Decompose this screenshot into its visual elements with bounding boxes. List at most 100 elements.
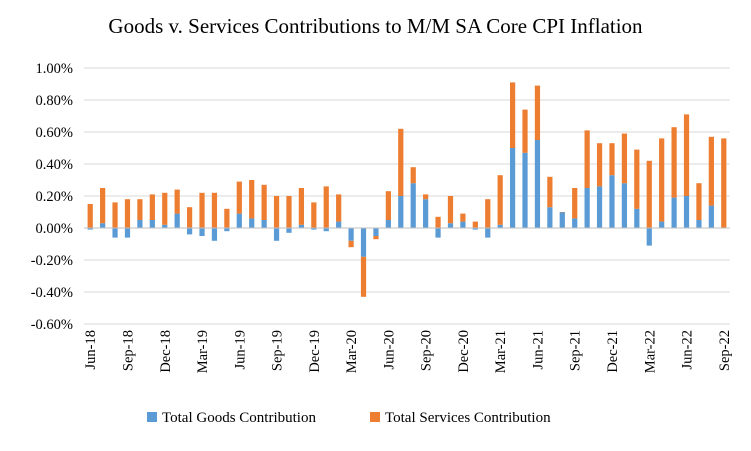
goods-bar	[609, 175, 615, 228]
services-bar	[360, 256, 367, 297]
services-bar	[509, 82, 516, 148]
goods-bar	[485, 228, 491, 238]
services-bar	[174, 189, 180, 214]
services-bar	[211, 192, 218, 228]
goods-bar	[435, 228, 441, 238]
goods-bar	[547, 207, 553, 228]
services-bar	[112, 202, 118, 228]
goods-bar	[410, 183, 416, 228]
y-tick-label: -0.60%	[31, 317, 73, 333]
services-bar	[460, 213, 466, 222]
x-tick-label: Sep-20	[419, 330, 435, 371]
goods-bar	[224, 228, 230, 232]
goods-bar	[522, 152, 528, 228]
services-bar	[547, 176, 553, 208]
goods-bar	[708, 205, 714, 228]
y-tick-label: -0.20%	[31, 253, 73, 269]
goods-bar	[373, 228, 379, 236]
goods-bar	[236, 213, 242, 228]
services-bar	[447, 196, 454, 224]
services-bar	[186, 207, 193, 228]
services-bar	[534, 85, 541, 140]
goods-bar	[174, 213, 180, 228]
goods-bar	[186, 228, 193, 235]
y-tick-label: 1.00%	[36, 61, 73, 77]
legend-goods-swatch	[147, 412, 157, 422]
services-bar	[472, 221, 478, 228]
x-tick-label: Sep-22	[717, 330, 733, 371]
goods-bar	[149, 220, 155, 228]
services-bar	[435, 216, 441, 228]
x-tick-label: Dec-18	[158, 330, 174, 373]
x-tick-label: Sep-18	[120, 330, 136, 371]
goods-bar	[112, 228, 118, 238]
goods-bar	[124, 228, 131, 238]
services-bar	[708, 136, 714, 206]
goods-bar	[87, 228, 93, 230]
goods-bar	[286, 228, 292, 233]
goods-bar	[559, 212, 565, 228]
services-bar	[261, 184, 267, 220]
services-bar	[100, 188, 106, 224]
services-bar	[497, 175, 503, 225]
goods-bar	[423, 199, 429, 228]
goods-bar	[509, 148, 516, 228]
services-bar	[398, 128, 404, 196]
services-bar	[659, 138, 665, 222]
goods-bar	[249, 218, 255, 228]
services-bar	[137, 199, 143, 220]
x-tick-label: Dec-20	[456, 330, 472, 373]
services-bar	[87, 204, 93, 228]
services-bar	[572, 188, 578, 219]
services-bar	[298, 188, 305, 225]
goods-bar	[696, 220, 702, 228]
services-bar	[485, 199, 491, 228]
x-tick-label: Mar-21	[493, 330, 509, 373]
services-bar	[124, 199, 131, 228]
x-tick-label: Jun-20	[381, 330, 397, 369]
services-bar	[621, 133, 628, 184]
legend-goods-label: Total Goods Contribution	[162, 410, 316, 426]
x-tick-label: Mar-19	[195, 330, 211, 373]
y-tick-label: -0.40%	[31, 285, 73, 301]
goods-bar	[572, 218, 578, 228]
services-bar	[596, 143, 603, 187]
goods-bar	[634, 208, 640, 228]
services-bar	[696, 183, 702, 220]
goods-bar	[646, 228, 652, 246]
services-bar	[162, 192, 168, 225]
services-bar	[236, 181, 242, 214]
goods-bar	[683, 196, 690, 228]
y-tick-label: 0.60%	[36, 125, 73, 141]
services-bar	[273, 196, 280, 228]
services-bar	[323, 186, 329, 228]
goods-bar	[261, 220, 267, 228]
services-bar	[249, 180, 255, 219]
legend-services-label: Total Services Contribution	[385, 410, 551, 426]
y-tick-label: 0.00%	[36, 221, 73, 237]
goods-bar	[348, 228, 354, 241]
services-bar	[348, 240, 354, 248]
goods-bar	[497, 224, 503, 228]
x-tick-label: Mar-22	[642, 330, 658, 373]
x-tick-label: Jun-19	[232, 330, 248, 369]
x-tick-label: Dec-21	[605, 330, 621, 373]
x-tick-label: Dec-19	[307, 330, 323, 373]
y-tick-label: 0.20%	[36, 189, 73, 205]
goods-bar	[311, 228, 317, 230]
services-bar	[721, 138, 727, 228]
services-bar	[584, 130, 590, 188]
services-bar	[646, 160, 652, 228]
services-bar	[423, 194, 429, 200]
services-bar	[385, 191, 391, 220]
chart-title: Goods v. Services Contributions to M/M S…	[108, 14, 643, 38]
goods-bar	[385, 220, 391, 228]
services-bar	[522, 109, 528, 153]
services-bar	[634, 149, 640, 209]
x-tick-label: Sep-19	[270, 330, 286, 371]
services-bar	[683, 114, 690, 196]
goods-bar	[472, 228, 478, 230]
goods-bar	[460, 221, 466, 228]
x-tick-label: Jun-18	[83, 330, 99, 369]
